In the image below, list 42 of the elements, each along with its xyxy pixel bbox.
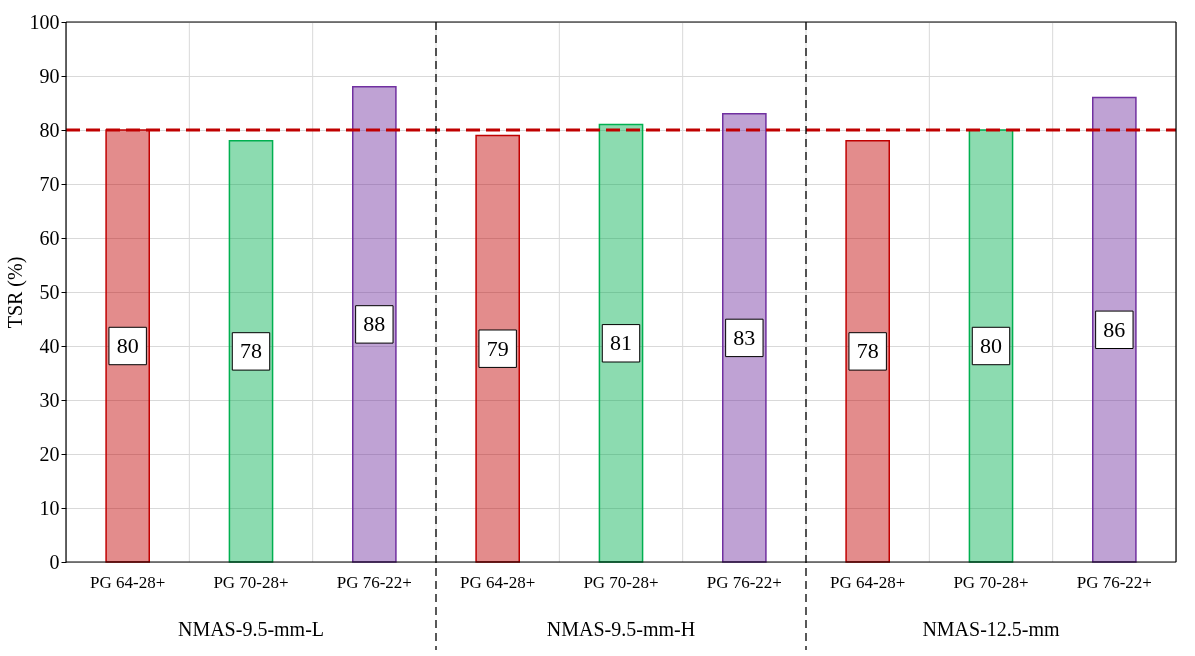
x-tick-label: PG 64-28+	[460, 572, 536, 592]
y-tick-label: 10	[39, 496, 60, 519]
y-tick-label: 20	[39, 442, 60, 465]
x-tick-label: PG 64-28+	[830, 572, 906, 592]
data-label: 80	[116, 333, 139, 358]
x-tick-label: PG 76-22+	[1076, 572, 1152, 592]
y-tick-label: 90	[39, 64, 60, 87]
data-label: 81	[610, 330, 632, 356]
bar	[722, 113, 767, 563]
y-tick-label: 0	[49, 550, 60, 573]
text: NMAS-12.5-mm	[922, 618, 1061, 640]
bar	[1092, 96, 1137, 563]
data-label: 78	[856, 338, 879, 364]
x-tick-label: PG 70-28+	[213, 572, 289, 592]
bar	[968, 129, 1014, 563]
x-tick-label: PG 70-28+	[583, 572, 659, 592]
y-tick-label: 50	[39, 280, 60, 303]
x-tick-label: PG 76-22+	[706, 572, 782, 592]
bar	[475, 134, 520, 563]
y-tick-label: 40	[39, 334, 60, 357]
data-label: 80	[980, 333, 1002, 358]
x-tick-label: PG 64-28+	[90, 572, 166, 592]
data-label: 86	[1103, 316, 1126, 342]
y-tick-label: 30	[39, 388, 60, 411]
x-tick-label: PG 70-28+	[953, 572, 1029, 592]
data-label: 78	[240, 338, 262, 364]
data-label: 83	[733, 324, 756, 350]
y-tick-label: 100	[29, 10, 60, 33]
y-axis-title: TSR (%)	[3, 256, 27, 329]
x-tick-label: PG 76-22+	[336, 572, 412, 592]
bar	[228, 140, 274, 563]
y-tick-label: 80	[39, 118, 60, 141]
text: NMAS-9.5-mm-H	[546, 618, 696, 640]
bar	[105, 129, 150, 563]
text: NMAS-9.5-mm-L	[177, 618, 325, 640]
data-label: 79	[486, 335, 509, 361]
y-tick-label: 60	[39, 226, 60, 249]
bar	[845, 140, 890, 563]
data-label: 88	[363, 311, 386, 337]
bar	[598, 123, 644, 563]
bar	[352, 86, 397, 563]
y-tick-label: 70	[39, 172, 60, 195]
